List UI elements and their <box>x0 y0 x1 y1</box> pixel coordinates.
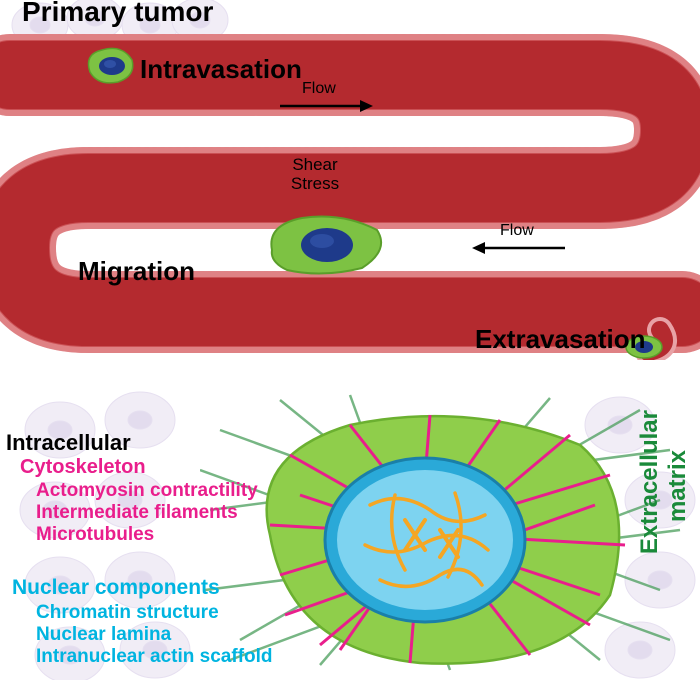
shear-label: Shear <box>280 155 350 175</box>
actomyosin-label: Actomyosin contractility <box>36 480 258 502</box>
primary-tumor-label: Primary tumor <box>22 0 213 28</box>
intravasating-cell <box>82 42 142 88</box>
flow-label-bottom: Flow <box>500 222 534 240</box>
microtubules-label: Microtubules <box>36 524 154 546</box>
diagram-canvas: Primary tumor Intravasation Flow Shear S… <box>0 0 700 675</box>
flow-arrow-top <box>275 96 375 116</box>
flow-arrow-bottom <box>470 238 570 258</box>
flow-label-top: Flow <box>302 80 336 98</box>
intermediate-filaments-label: Intermediate filaments <box>36 502 238 524</box>
matrix-label: matrix <box>664 450 692 522</box>
extravasation-label: Extravasation <box>475 324 646 355</box>
migration-label: Migration <box>78 256 195 287</box>
stress-label: Stress <box>280 174 350 194</box>
migrating-cell <box>262 210 392 282</box>
extracellular-label: Extracellular <box>636 410 664 554</box>
nuclear-lamina-label: Nuclear lamina <box>36 624 171 646</box>
actin-scaffold-label: Intranuclear actin scaffold <box>36 646 273 668</box>
cytoskeleton-label: Cytoskeleton <box>20 456 146 479</box>
intravasation-label: Intravasation <box>140 54 302 85</box>
nuclear-components-heading: Nuclear components <box>12 576 220 600</box>
detailed-cell-diagram <box>230 395 650 685</box>
chromatin-label: Chromatin structure <box>36 602 219 624</box>
intracellular-heading: Intracellular <box>6 430 131 456</box>
